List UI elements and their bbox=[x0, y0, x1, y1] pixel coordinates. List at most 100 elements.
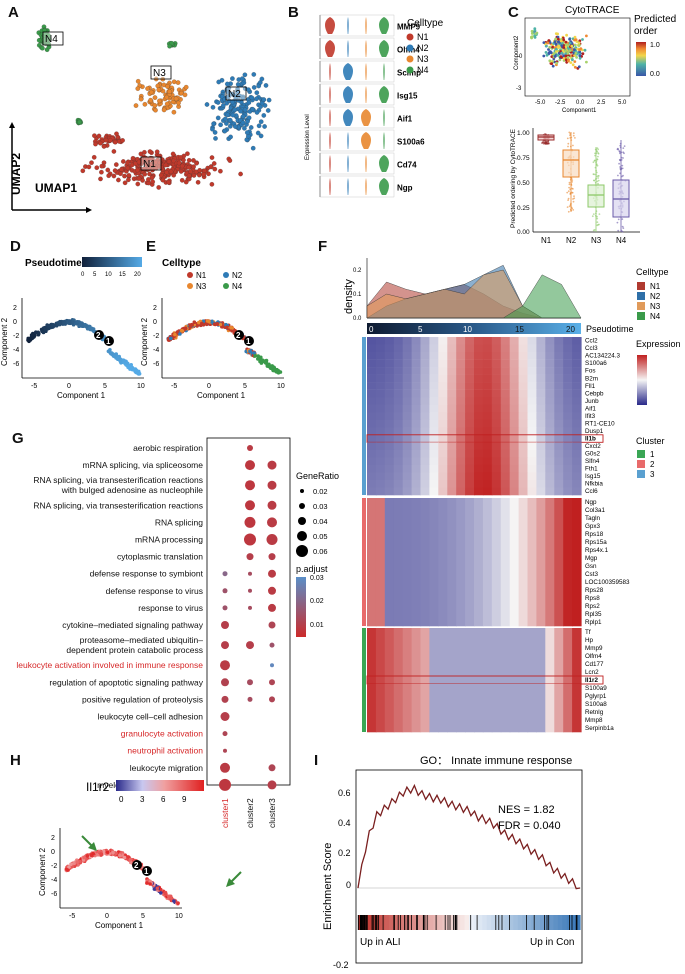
umap-point bbox=[245, 130, 250, 135]
umap-point bbox=[166, 159, 172, 164]
violin-row-frame bbox=[319, 152, 395, 175]
heatmap-cell bbox=[572, 538, 582, 547]
traj-ytick: 0 bbox=[13, 319, 17, 326]
heatmap-cell bbox=[447, 506, 457, 515]
heatmap-gene-label: AC134224.3 bbox=[585, 353, 621, 360]
heatmap-cell bbox=[536, 570, 546, 579]
heatmap-cell bbox=[500, 578, 511, 587]
heatmap-cell bbox=[367, 636, 377, 645]
traj-xtick: 10 bbox=[175, 913, 183, 920]
heatmap-cell bbox=[367, 389, 377, 398]
cytotrace-xticks: -5.0 -2.5 0.0 2.5 5.0 0 -3 bbox=[516, 54, 627, 106]
heatmap-gene-label: Rplp1 bbox=[585, 619, 602, 626]
heatmap-cell bbox=[545, 586, 555, 595]
heatmap-cell bbox=[545, 554, 555, 563]
heatmap-cell bbox=[429, 352, 439, 360]
heatmap-cell bbox=[465, 389, 475, 398]
gsea-fdr: FDR = 0.040 bbox=[498, 820, 561, 832]
traj-point bbox=[123, 359, 127, 363]
cytotrace-point bbox=[571, 58, 574, 62]
heatmap-cell bbox=[411, 344, 422, 353]
traj-point bbox=[118, 854, 122, 858]
heatmap-cell bbox=[384, 498, 395, 507]
legend-swatch-n4 bbox=[406, 66, 414, 74]
heatmap-cell bbox=[536, 724, 546, 733]
heatmap-cell bbox=[447, 668, 457, 677]
heatmap-cell bbox=[420, 487, 430, 496]
heatmap-cell bbox=[474, 628, 484, 637]
heatmap-gene-label: Rps2 bbox=[585, 603, 600, 610]
heatmap-cell bbox=[509, 480, 520, 488]
cytotrace-point bbox=[556, 53, 560, 57]
box-jitter-point bbox=[572, 134, 575, 137]
cytotrace-point bbox=[544, 44, 548, 48]
heatmap-cell bbox=[393, 708, 404, 717]
heatmap-cell bbox=[384, 610, 395, 619]
heatmap-cell bbox=[393, 442, 404, 451]
gsea-ylabel: Enrichment Score bbox=[322, 843, 334, 930]
heatmap-cell bbox=[474, 546, 484, 555]
heatmap-cell bbox=[482, 708, 493, 717]
heatmap-cell bbox=[474, 449, 484, 458]
heatmap-cell bbox=[527, 716, 537, 725]
heatmap-cell bbox=[384, 636, 395, 645]
box-jitter-point bbox=[597, 182, 599, 185]
heatmap-cell bbox=[465, 472, 475, 481]
heatmap-cell bbox=[482, 546, 493, 555]
heatmap-cell bbox=[375, 610, 386, 619]
traj-point bbox=[58, 319, 62, 324]
heatmap-cell bbox=[518, 337, 529, 345]
umap-point bbox=[225, 94, 231, 100]
heatmap-cell bbox=[563, 692, 573, 701]
heatmap-cell bbox=[456, 660, 466, 669]
heatmap-cell bbox=[465, 359, 475, 368]
umap-point bbox=[91, 155, 97, 160]
heatmap-cell bbox=[536, 546, 546, 555]
heatmap-cell bbox=[482, 480, 493, 488]
heatmap-cell bbox=[545, 716, 555, 725]
heatmap-cell bbox=[536, 676, 546, 685]
umap-point bbox=[135, 79, 141, 84]
heatmap-cell bbox=[474, 530, 484, 539]
traj-point bbox=[41, 330, 46, 335]
heatmap-cell bbox=[393, 434, 404, 443]
rank-bar-segment bbox=[504, 915, 510, 930]
heatmap-cell bbox=[438, 652, 448, 661]
heatmap-cell bbox=[509, 434, 520, 443]
heatmap-cell bbox=[572, 522, 582, 531]
heatmap-cell bbox=[465, 434, 475, 443]
heatmap-cell bbox=[402, 498, 413, 507]
heatmap-cell bbox=[367, 374, 377, 383]
heatmap-cell bbox=[572, 618, 582, 627]
heatmap-cell bbox=[402, 570, 413, 579]
umap-point bbox=[80, 168, 86, 174]
heatmap-cell bbox=[447, 427, 457, 436]
heatmap-cell bbox=[367, 487, 377, 496]
violin-row-frame bbox=[319, 129, 395, 152]
legend-swatch-n1 bbox=[406, 33, 414, 41]
heatmap-cell bbox=[563, 546, 573, 555]
heatmap-cell bbox=[447, 359, 457, 368]
heatmap-cell bbox=[384, 389, 395, 398]
heatmap-cell bbox=[375, 692, 386, 701]
cluster-label-n4: N4 bbox=[42, 31, 64, 46]
heatmap-cell bbox=[518, 449, 529, 458]
heatmap-cell bbox=[429, 594, 439, 603]
traj-xtick: 0 bbox=[67, 383, 71, 390]
heatmap-cell bbox=[367, 472, 377, 481]
heatmap-cell bbox=[536, 716, 546, 725]
heatmap-cell bbox=[420, 472, 430, 481]
pseudotime-colorbar bbox=[82, 257, 142, 267]
traj-point bbox=[173, 332, 177, 337]
traj-point bbox=[85, 854, 90, 858]
heatmap-cell bbox=[375, 594, 386, 603]
heatmap-gene-labels: Ccl2Ccl3AC134224.3S100a6FosB2mFll1CebpbJ… bbox=[585, 338, 630, 732]
svg-text:0: 0 bbox=[519, 54, 523, 60]
heatmap-cell bbox=[482, 374, 493, 383]
rank-bar-segment bbox=[548, 915, 554, 930]
heatmap-cell bbox=[402, 578, 413, 587]
heatmap-cell bbox=[482, 636, 493, 645]
heatmap-cell bbox=[554, 586, 564, 595]
heatmap-cell bbox=[402, 708, 413, 717]
